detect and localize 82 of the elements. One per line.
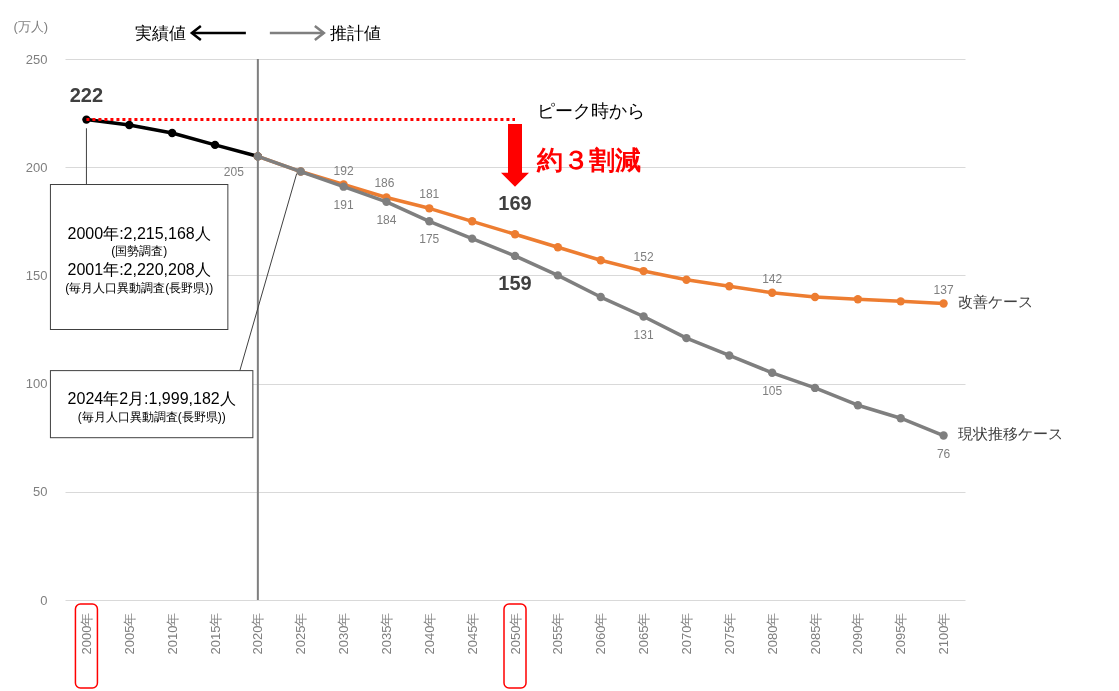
- x-tick-label: 2015年: [207, 612, 223, 655]
- x-tick-label: 2090年: [850, 612, 866, 655]
- point: [767, 288, 777, 297]
- point: [553, 243, 563, 252]
- point: [853, 295, 863, 304]
- x-tick-label: 2070年: [678, 612, 694, 655]
- point: [853, 401, 863, 410]
- point: [767, 368, 777, 377]
- data-label: 76: [936, 446, 951, 461]
- y-tick-label: 200: [25, 159, 48, 175]
- point: [682, 275, 691, 284]
- x-tick-label: 2000年: [78, 612, 94, 655]
- data-label: 159: [498, 271, 532, 294]
- data-label: 175: [419, 232, 440, 247]
- y-tick-label: 250: [25, 51, 48, 67]
- point: [425, 217, 434, 226]
- text: 推計値: [329, 24, 381, 43]
- data-label: 152: [633, 250, 654, 265]
- point: [382, 197, 391, 206]
- data-label: 131: [633, 327, 654, 342]
- point: [596, 256, 605, 265]
- x-tick-label: 2075年: [721, 612, 737, 655]
- point: [210, 140, 220, 150]
- point: [725, 351, 734, 360]
- series-label: 現状推移ケース: [957, 424, 1063, 442]
- x-tick-label: 2060年: [593, 612, 609, 655]
- annotation: 約３割減: [536, 145, 641, 176]
- point: [167, 128, 177, 138]
- x-tick-label: 2065年: [636, 612, 652, 655]
- point: [510, 251, 520, 261]
- x-tick-label: 2080年: [764, 612, 780, 655]
- y-tick-label: 50: [33, 484, 48, 500]
- data-label: 192: [333, 163, 354, 178]
- annotation: 2024年2月:1,999,182人 (毎月人口異動調査(長野県)): [67, 390, 236, 424]
- data-label: 137: [933, 282, 954, 297]
- data-label: 181: [419, 187, 440, 202]
- x-tick-label: 2030年: [336, 612, 352, 655]
- point: [467, 217, 477, 226]
- x-tick-label: 2055年: [550, 612, 566, 655]
- y-tick-label: 0: [40, 592, 48, 608]
- point: [682, 333, 691, 343]
- x-tick-label: 2025年: [293, 612, 309, 655]
- data-label: 105: [762, 383, 783, 398]
- x-tick-label: 2100年: [936, 612, 952, 655]
- annotation: 2000年:2,215,168人 (国勢調査) 2001年:2,220,208人 (毎月人口異動調査(長野県)): [65, 225, 214, 295]
- x-tick-label: 2095年: [893, 612, 909, 655]
- series-label: 改善ケース: [957, 292, 1033, 310]
- point: [125, 120, 134, 130]
- x-tick-label: 2035年: [378, 612, 394, 655]
- data-label: 186: [374, 176, 395, 191]
- point: [725, 282, 734, 291]
- point: [939, 431, 948, 440]
- annotation: ピーク時から: [537, 101, 645, 122]
- data-label: 191: [333, 197, 354, 212]
- x-tick-label: 2045年: [464, 612, 480, 655]
- x-tick-label: 2020年: [250, 612, 266, 655]
- point: [553, 271, 563, 280]
- point: [896, 297, 905, 306]
- y-tick-label: 150: [25, 267, 48, 283]
- point: [510, 230, 520, 239]
- x-tick-label: 2085年: [807, 612, 823, 655]
- y-axis-title: (万人): [13, 18, 49, 34]
- data-label: 205: [223, 165, 245, 180]
- point: [639, 312, 648, 321]
- x-tick-label: 2010年: [164, 612, 180, 655]
- point: [939, 299, 948, 308]
- data-label: 169: [498, 192, 532, 215]
- data-label: 142: [762, 271, 783, 286]
- x-tick-label: 2050年: [507, 612, 523, 655]
- point: [810, 383, 820, 393]
- data-label: 222: [69, 83, 104, 106]
- data-label: 184: [376, 212, 397, 227]
- point: [596, 292, 605, 302]
- point: [467, 234, 477, 243]
- point: [810, 292, 820, 302]
- point: [425, 204, 434, 213]
- x-tick-label: 2005年: [121, 612, 137, 655]
- x-tick-label: 2040年: [421, 612, 437, 655]
- y-tick-label: 100: [25, 376, 48, 392]
- point: [639, 266, 648, 276]
- text: 実績値: [134, 24, 186, 43]
- point: [896, 414, 905, 423]
